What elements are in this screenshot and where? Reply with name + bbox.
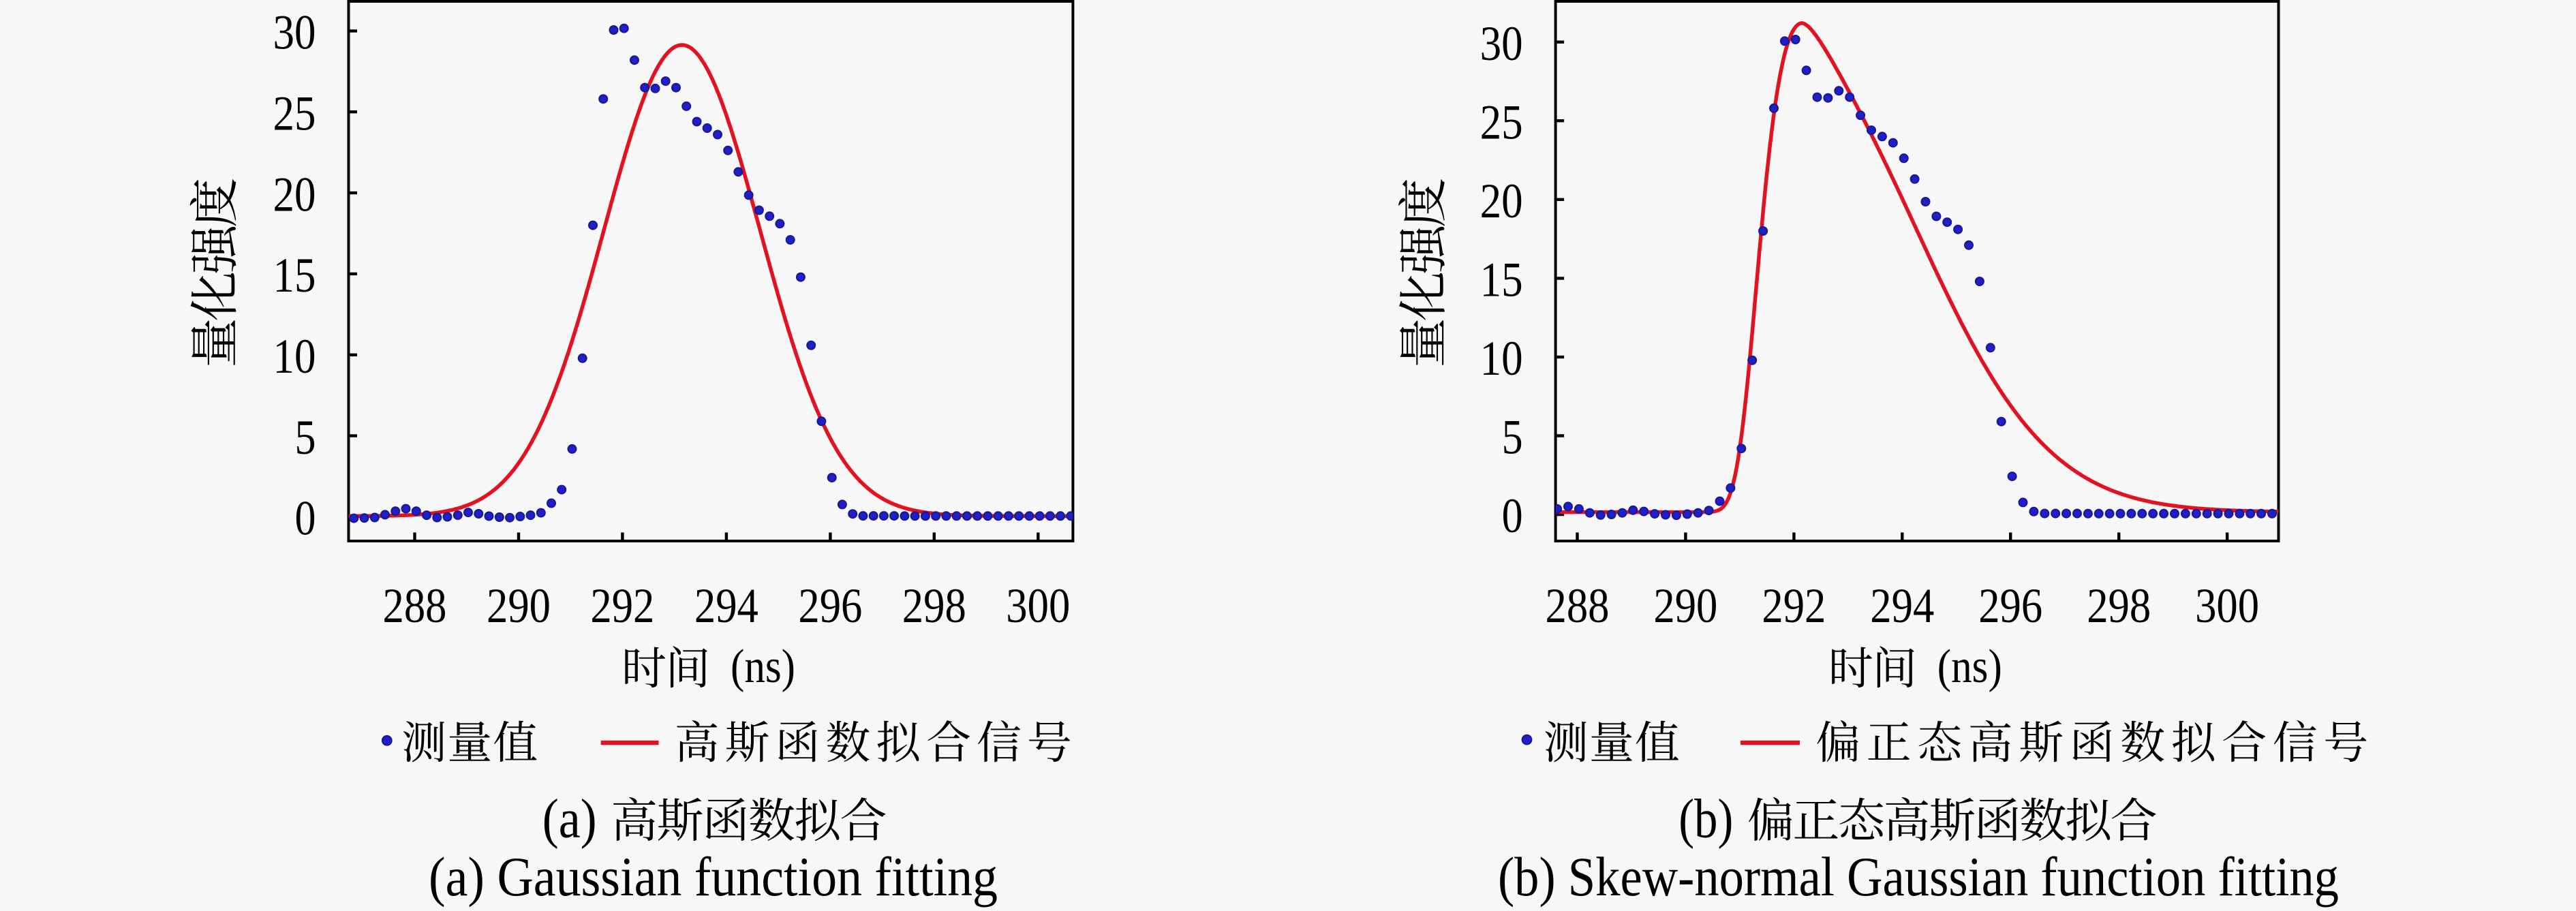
svg-text:298: 298 — [902, 579, 966, 633]
svg-text:25: 25 — [1480, 95, 1523, 149]
svg-text:25: 25 — [273, 87, 316, 140]
svg-text:30: 30 — [273, 6, 316, 60]
svg-text:0: 0 — [295, 492, 316, 546]
svg-text:15: 15 — [273, 249, 316, 303]
svg-text:290: 290 — [487, 579, 551, 633]
svg-text:20: 20 — [273, 168, 316, 221]
svg-text:(b): (b) — [1678, 788, 1733, 850]
svg-text:10: 10 — [273, 330, 316, 384]
svg-text:292: 292 — [1762, 579, 1826, 633]
svg-text:0: 0 — [1502, 489, 1523, 543]
svg-text:294: 294 — [694, 579, 758, 633]
svg-text:(a) Gaussian function fitting: (a) Gaussian function fitting — [429, 846, 998, 908]
svg-text:296: 296 — [798, 579, 862, 633]
svg-text:(ns): (ns) — [731, 640, 795, 693]
svg-text:300: 300 — [1006, 579, 1070, 633]
svg-text:292: 292 — [590, 579, 654, 633]
svg-text:5: 5 — [295, 411, 316, 465]
svg-text:20: 20 — [1480, 174, 1523, 228]
svg-text:30: 30 — [1480, 17, 1523, 71]
svg-text:5: 5 — [1502, 411, 1523, 465]
svg-text:294: 294 — [1870, 579, 1934, 633]
svg-text:298: 298 — [2087, 579, 2151, 633]
svg-text:288: 288 — [383, 579, 447, 633]
svg-text:288: 288 — [1546, 579, 1610, 633]
svg-text:(b) Skew-normal Gaussian funct: (b) Skew-normal Gaussian function fittin… — [1498, 846, 2339, 908]
svg-text:(a): (a) — [542, 788, 597, 850]
svg-text:296: 296 — [1978, 579, 2042, 633]
svg-text:300: 300 — [2195, 579, 2259, 633]
svg-text:15: 15 — [1480, 253, 1523, 307]
svg-text:(ns): (ns) — [1937, 640, 2002, 693]
svg-text:10: 10 — [1480, 332, 1523, 386]
svg-text:290: 290 — [1653, 579, 1717, 633]
